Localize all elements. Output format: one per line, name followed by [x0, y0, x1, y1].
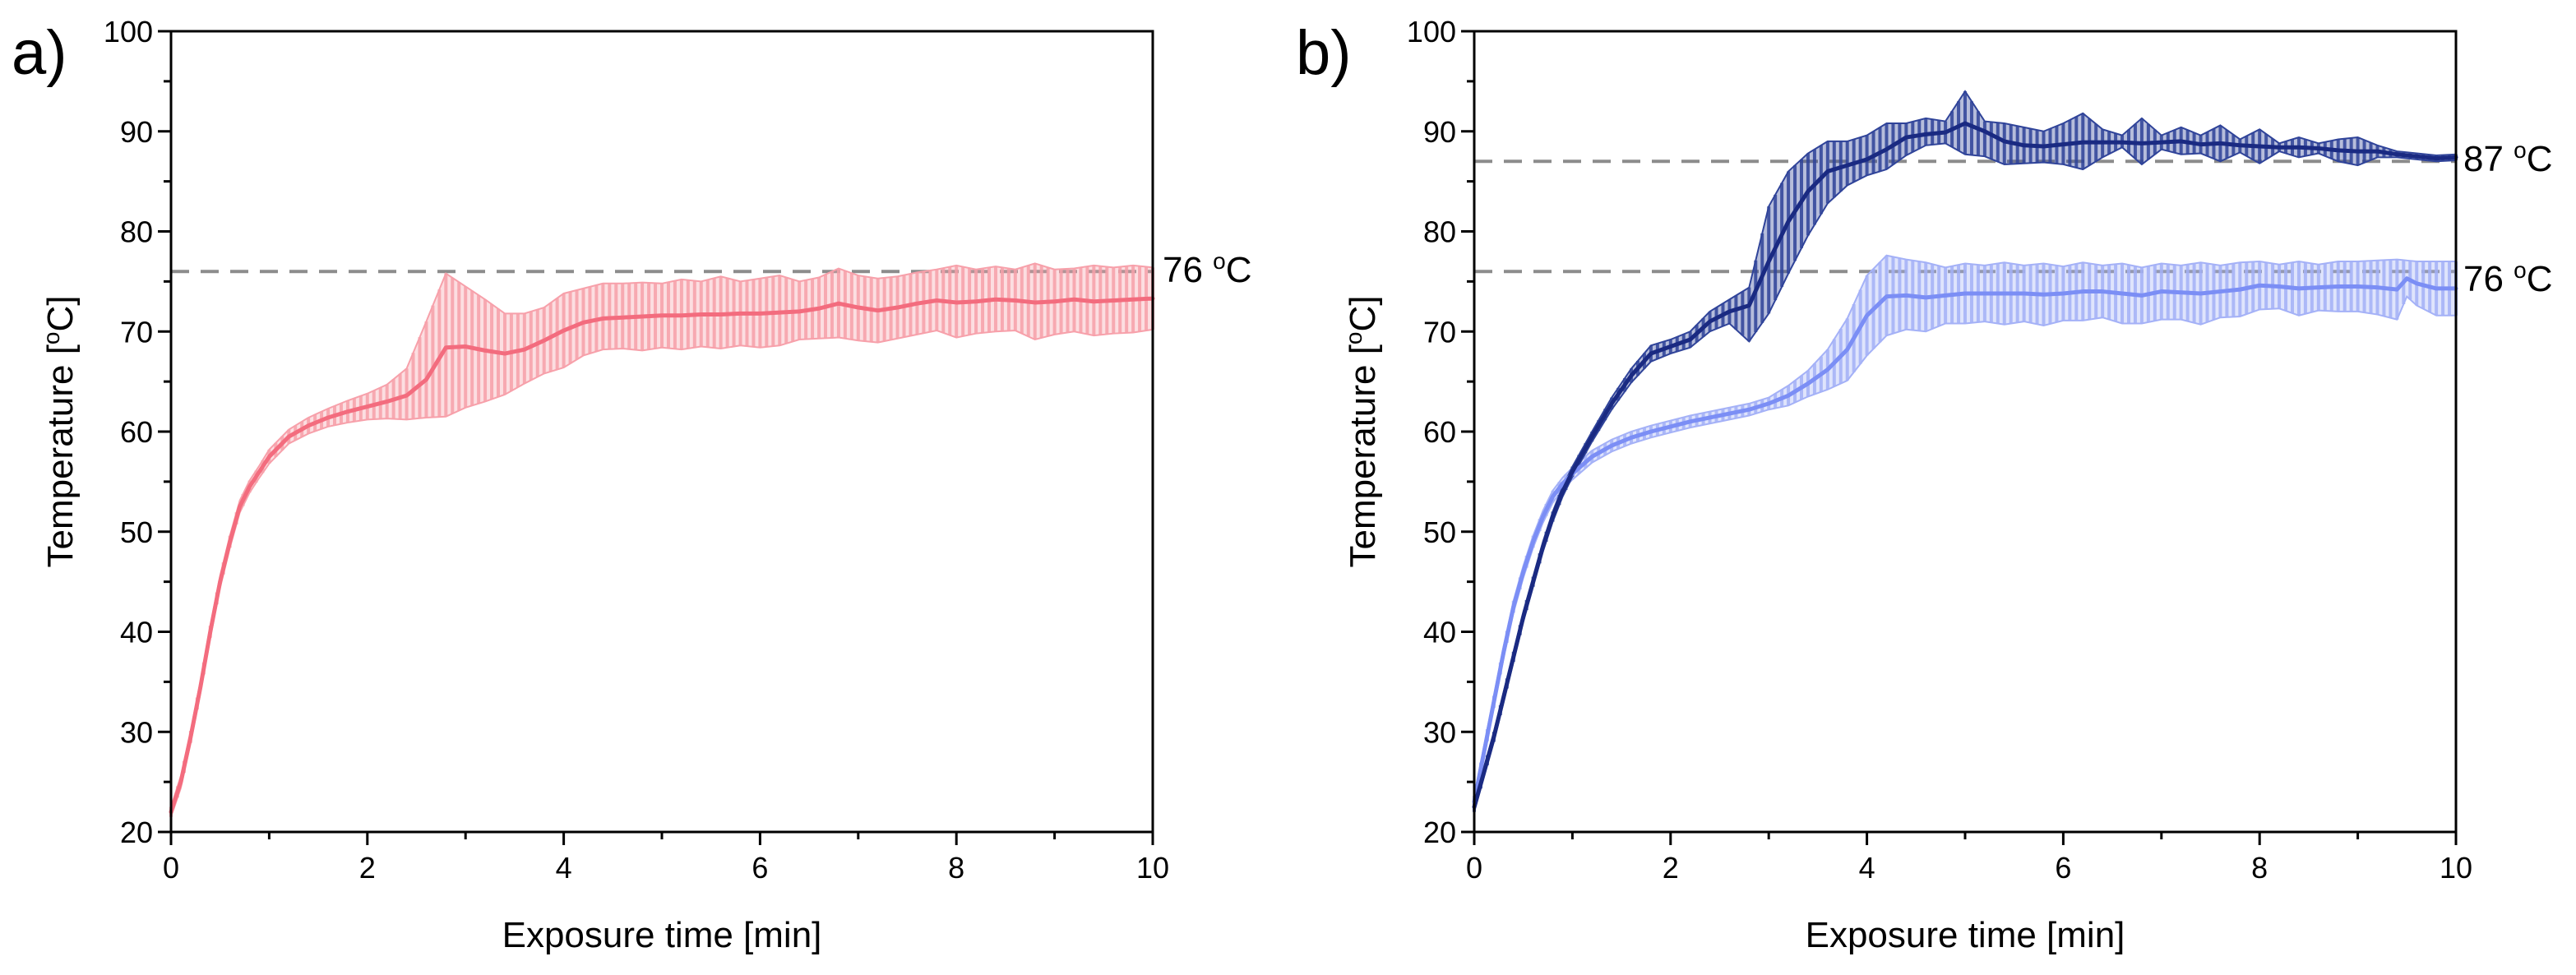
- x-tick-label: 0: [1466, 851, 1482, 885]
- plot-frame: [169, 30, 1154, 834]
- error-bands: [1473, 90, 2458, 812]
- y-tick-label: 100: [104, 15, 153, 49]
- y-tick-label: 50: [120, 515, 153, 549]
- error-envelope: [1473, 90, 2457, 812]
- y-tick-label: 70: [1423, 315, 1456, 349]
- y-tick-label: 100: [1407, 15, 1456, 49]
- y-tick-label: 30: [1423, 715, 1456, 749]
- panel-a: a) 0 2 4 6 8 10 20 30 40 50 60 70 80 90 100 Exposure …: [12, 15, 1252, 955]
- reference-lines: [1474, 159, 2456, 274]
- x-tick-label: 0: [163, 851, 179, 885]
- y-tick-label: 80: [1423, 215, 1456, 249]
- reference-label-76: 76 oC: [1163, 248, 1252, 290]
- x-tick-label: 2: [359, 851, 376, 885]
- x-axis: 0 2 4 6 8 10: [1466, 832, 2472, 885]
- series-lines: [1472, 121, 2458, 810]
- panel-label: a): [12, 18, 67, 88]
- x-tick-label: 10: [2440, 851, 2472, 885]
- panel-b: b) 0 2 4 6 8 10 20 30 40 50 60 70 80 90 100 Exposure …: [1296, 15, 2553, 955]
- x-tick-label: 2: [1663, 851, 1679, 885]
- y-tick-label: 90: [120, 115, 153, 149]
- error-envelope: [1473, 254, 2457, 808]
- y-tick-label: 30: [120, 715, 153, 749]
- y-axis: 20 30 40 50 60 70 80 90 100: [104, 15, 171, 849]
- x-tick-label: 6: [2055, 851, 2071, 885]
- y-tick-label: 40: [120, 616, 153, 649]
- x-tick-label: 4: [1859, 851, 1875, 885]
- series-line: [1472, 121, 2458, 810]
- x-axis-label: Exposure time [min]: [1806, 915, 2125, 955]
- y-axis-label: Temperature [oC]: [39, 295, 81, 567]
- y-tick-label: 80: [120, 215, 153, 249]
- y-tick-label: 90: [1423, 115, 1456, 149]
- reference-label-76: 76 oC: [2463, 257, 2553, 299]
- x-tick-label: 6: [752, 851, 768, 885]
- y-axis-label: Temperature [oC]: [1341, 295, 1383, 567]
- y-tick-label: 20: [1423, 816, 1456, 849]
- y-tick-label: 70: [120, 315, 153, 349]
- reference-label-87: 87 oC: [2463, 137, 2553, 179]
- error-bands: [169, 262, 1154, 818]
- x-tick-label: 10: [1136, 851, 1169, 885]
- panel-label: b): [1296, 18, 1352, 88]
- series-lines: [169, 296, 1155, 815]
- error-envelope: [170, 262, 1154, 818]
- y-tick-label: 20: [120, 816, 153, 849]
- series-line: [1472, 276, 2458, 804]
- y-tick-label: 50: [1423, 515, 1456, 549]
- x-tick-label: 8: [948, 851, 964, 885]
- series-line: [169, 296, 1155, 815]
- x-tick-label: 4: [556, 851, 572, 885]
- y-axis: 20 30 40 50 60 70 80 90 100: [1407, 15, 1474, 849]
- y-tick-label: 60: [120, 415, 153, 449]
- x-axis: 0 2 4 6 8 10: [163, 832, 1169, 885]
- x-axis-label: Exposure time [min]: [502, 915, 822, 955]
- y-tick-label: 60: [1423, 415, 1456, 449]
- x-tick-label: 8: [2251, 851, 2268, 885]
- y-tick-label: 40: [1423, 616, 1456, 649]
